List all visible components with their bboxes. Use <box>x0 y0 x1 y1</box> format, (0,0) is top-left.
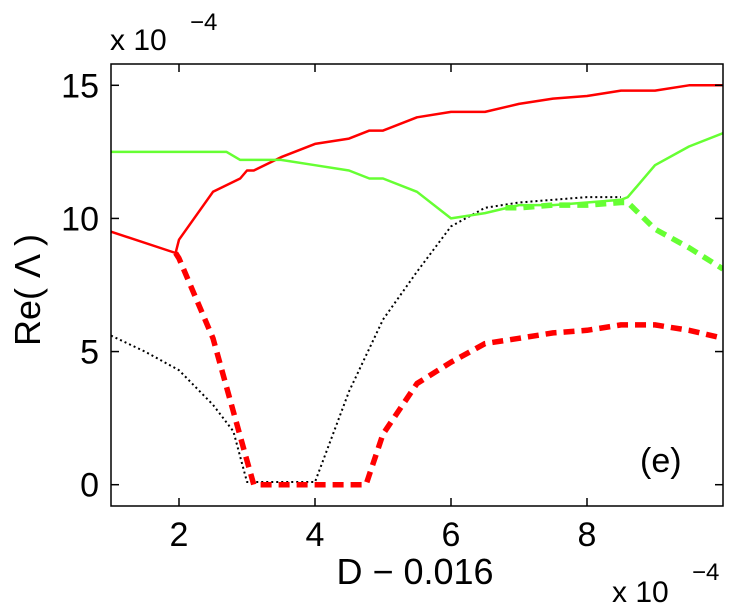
y-tick-label: 5 <box>80 334 99 372</box>
series-line-dotted-4 <box>111 196 621 483</box>
y-tick-label: 10 <box>61 200 99 238</box>
y-tick-label: 0 <box>80 467 99 505</box>
series-line-dashed-2 <box>173 251 723 488</box>
y-multiplier-exponent: −4 <box>190 9 217 36</box>
x-multiplier-exponent: −4 <box>692 559 719 586</box>
x-tick-label: 4 <box>306 516 325 554</box>
y-tick-label: 15 <box>61 67 99 105</box>
panel-annotation: (e) <box>640 442 682 480</box>
series-line-solid-1 <box>111 132 723 220</box>
series-line-solid-0 <box>111 84 723 255</box>
tick-layer: 2 4 6 8 0 5 10 15 <box>61 64 723 554</box>
y-multiplier-base: x 10 <box>110 24 167 57</box>
series-line-dashed-3 <box>505 199 723 272</box>
x-axis-title: D − 0.016 <box>336 551 493 592</box>
x-tick-label: 8 <box>578 516 597 554</box>
x-multiplier-base: x 10 <box>612 576 669 606</box>
plot-frame <box>110 63 724 507</box>
series-layer <box>111 84 723 488</box>
y-axis-title: Re( Λ ) <box>7 234 48 346</box>
x-tick-label: 6 <box>442 516 461 554</box>
x-tick-label: 2 <box>170 516 189 554</box>
